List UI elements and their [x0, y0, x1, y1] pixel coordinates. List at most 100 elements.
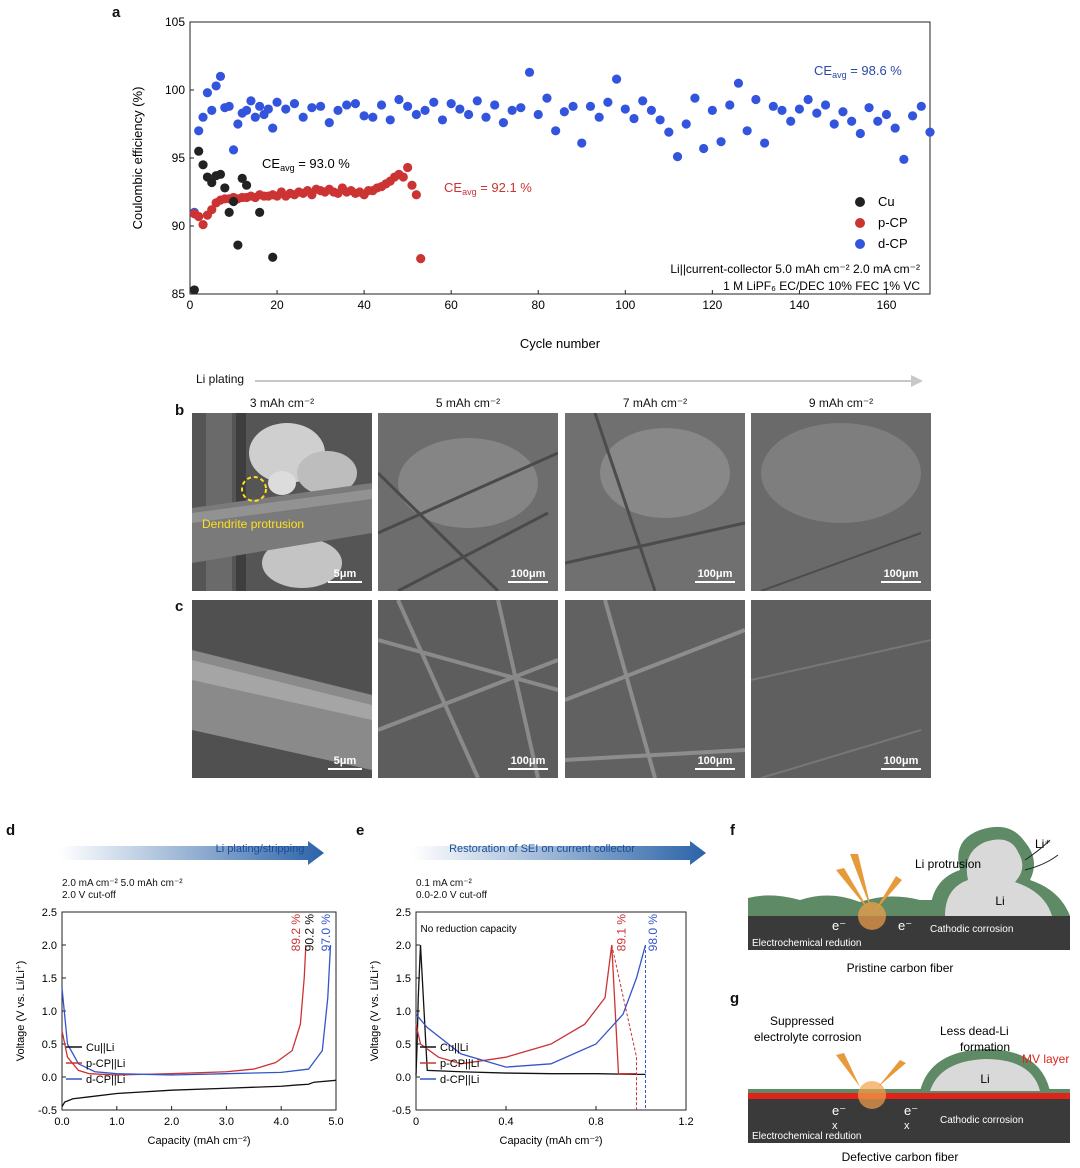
- data-point-d-cp: [812, 108, 822, 118]
- data-point-d-cp: [298, 112, 308, 122]
- data-point-d-cp: [864, 103, 874, 113]
- data-point-d-cp: [498, 118, 509, 128]
- legend-label: p-CP||Li: [86, 1058, 125, 1070]
- sem-image-c-7mah: 100μm: [565, 600, 745, 778]
- x-tick-label: 0: [413, 1116, 419, 1128]
- x-tick-label: 140: [789, 298, 809, 312]
- x-tick-label: 0: [187, 298, 194, 312]
- data-point-d-cp: [207, 105, 217, 115]
- x-tick-label: 0.0: [54, 1116, 69, 1128]
- f-e1-label: e⁻: [832, 918, 846, 933]
- panel-label-c: c: [175, 598, 184, 615]
- scale-bar-label: 100μm: [510, 568, 546, 580]
- data-point-d-cp: [611, 74, 622, 84]
- scale-bar-100um: 100μm: [695, 568, 735, 583]
- scale-bar-100um: 100μm: [695, 755, 735, 770]
- scale-bar-label: 100μm: [883, 568, 919, 580]
- data-point-cu: [237, 173, 247, 183]
- data-point-d-cp: [742, 126, 752, 136]
- g-x1-label: x: [832, 1120, 838, 1132]
- y-axis-label: Coulombic efficiency (%): [130, 87, 145, 230]
- data-point-d-cp: [551, 126, 561, 136]
- g-x2-label: x: [904, 1120, 910, 1132]
- y-tick-label: 1.5: [42, 973, 57, 985]
- coulombic-efficiency-chart: CEavg = 93.0 % CEavg = 92.1 % CEavg = 98…: [130, 15, 935, 351]
- data-point-p-cp: [207, 205, 217, 215]
- data-point-d-cp: [803, 94, 813, 105]
- series-line-p-cpli: [415, 944, 637, 1075]
- x-tick-label: 0.4: [498, 1116, 513, 1128]
- data-point-cu: [220, 183, 230, 193]
- ce-dcp-annotation: CEavg = 98.6 %: [814, 63, 902, 80]
- y-tick-label: 0.5: [42, 1039, 57, 1051]
- panel-label-b: b: [175, 402, 185, 419]
- data-point-d-cp: [198, 112, 208, 122]
- legend-label: d-CP||Li: [440, 1074, 479, 1086]
- data-point-p-cp: [416, 254, 426, 264]
- f-redution-label: Electrochemical redution: [752, 938, 862, 949]
- y-tick-label: -0.5: [392, 1105, 411, 1117]
- sem-image-b-5mah: 100μm: [378, 413, 558, 591]
- data-point-cu: [224, 207, 234, 217]
- data-point-d-cp: [542, 93, 552, 103]
- data-point-d-cp: [233, 119, 243, 129]
- data-point-d-cp: [272, 97, 282, 107]
- data-point-d-cp: [289, 99, 300, 109]
- data-point-d-cp: [490, 100, 500, 110]
- scale-bar-label: 100μm: [697, 568, 733, 580]
- data-point-d-cp: [250, 112, 260, 122]
- legend-marker: [855, 239, 865, 249]
- data-point-d-cp: [228, 145, 239, 155]
- sem-image-b-9mah: 100μm: [751, 413, 931, 591]
- f-protrusion-label: Li protrusion: [915, 857, 981, 871]
- data-point-d-cp: [224, 101, 234, 111]
- series-line-p-cpli: [61, 944, 307, 1076]
- scale-bar-5um: 5μm: [328, 568, 362, 583]
- e-conditions: 0.1 mA cm⁻² 0.0-2.0 V cut-off: [416, 878, 487, 902]
- e-arrow-label: Restoration of SEI on current collector: [449, 843, 635, 855]
- data-point-d-cp: [246, 96, 256, 106]
- data-point-d-cp: [716, 137, 726, 147]
- data-point-d-cp: [507, 105, 517, 115]
- data-point-cu: [198, 160, 208, 170]
- schematic-pristine-fiber: Li Li protrusion Li⁺ e⁻ e⁻ Electrochemic…: [748, 826, 1070, 975]
- data-point-d-cp: [350, 99, 361, 109]
- data-point-d-cp: [463, 109, 474, 120]
- scale-bar-100um: 100μm: [508, 755, 548, 770]
- data-point-d-cp: [847, 116, 857, 126]
- data-point-cu: [268, 252, 278, 262]
- voltage-profile-chart-d: 0.0 1.0 2.0 3.0 4.0 5.0-0.50.00.51.01.52.02.5…: [15, 907, 344, 1147]
- x-axis-label: Capacity (mAh cm⁻²): [148, 1135, 251, 1147]
- legend-marker: [855, 218, 865, 228]
- series-line-culi: [61, 1079, 337, 1108]
- ce-value-label: 89.1 %: [614, 914, 628, 952]
- g-li-label: Li: [980, 1072, 989, 1086]
- y-tick-label: 0.0: [42, 1072, 57, 1084]
- legend-label: p-CP: [878, 215, 908, 230]
- data-point-d-cp: [385, 115, 395, 125]
- scale-bar-label: 100μm: [883, 755, 919, 767]
- data-point-d-cp: [577, 138, 587, 148]
- data-point-cu: [189, 285, 199, 295]
- data-point-d-cp: [455, 104, 465, 114]
- d-cond-2: 2.0 V cut-off: [62, 890, 116, 901]
- data-point-d-cp: [873, 116, 883, 126]
- panel-label-d: d: [6, 822, 16, 839]
- data-point-d-cp: [638, 96, 648, 106]
- data-point-cu: [241, 180, 252, 190]
- data-point-d-cp: [594, 112, 604, 122]
- data-point-d-cp: [533, 109, 543, 120]
- sem-column-label-3: 7 mAh cm⁻²: [622, 396, 688, 410]
- series-line-d-cpli: [61, 944, 332, 1076]
- data-point-d-cp: [394, 94, 404, 105]
- y-tick-label: 100: [165, 83, 185, 97]
- x-tick-label: 3.0: [219, 1116, 234, 1128]
- x-tick-label: 40: [357, 298, 371, 312]
- g-formation-label: formation: [960, 1040, 1010, 1054]
- data-point-d-cp: [733, 78, 744, 88]
- ce-pcp-annotation: CEavg = 92.1 %: [444, 180, 532, 197]
- no-reduction-note: No reduction capacity: [421, 924, 517, 935]
- sem-image-c-5mah: 100μm: [378, 600, 558, 778]
- x-tick-label: 60: [444, 298, 458, 312]
- y-tick-label: 2.5: [396, 907, 411, 919]
